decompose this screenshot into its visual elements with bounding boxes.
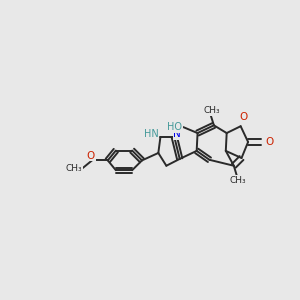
Text: N: N [173,129,181,139]
Text: O: O [239,112,248,122]
Text: CH₃: CH₃ [229,176,246,185]
Text: CH₃: CH₃ [203,106,220,115]
Text: CH₃: CH₃ [66,164,82,173]
Text: HN: HN [143,129,158,139]
Text: O: O [266,137,274,147]
Text: HO: HO [167,122,182,132]
Text: O: O [86,151,95,160]
